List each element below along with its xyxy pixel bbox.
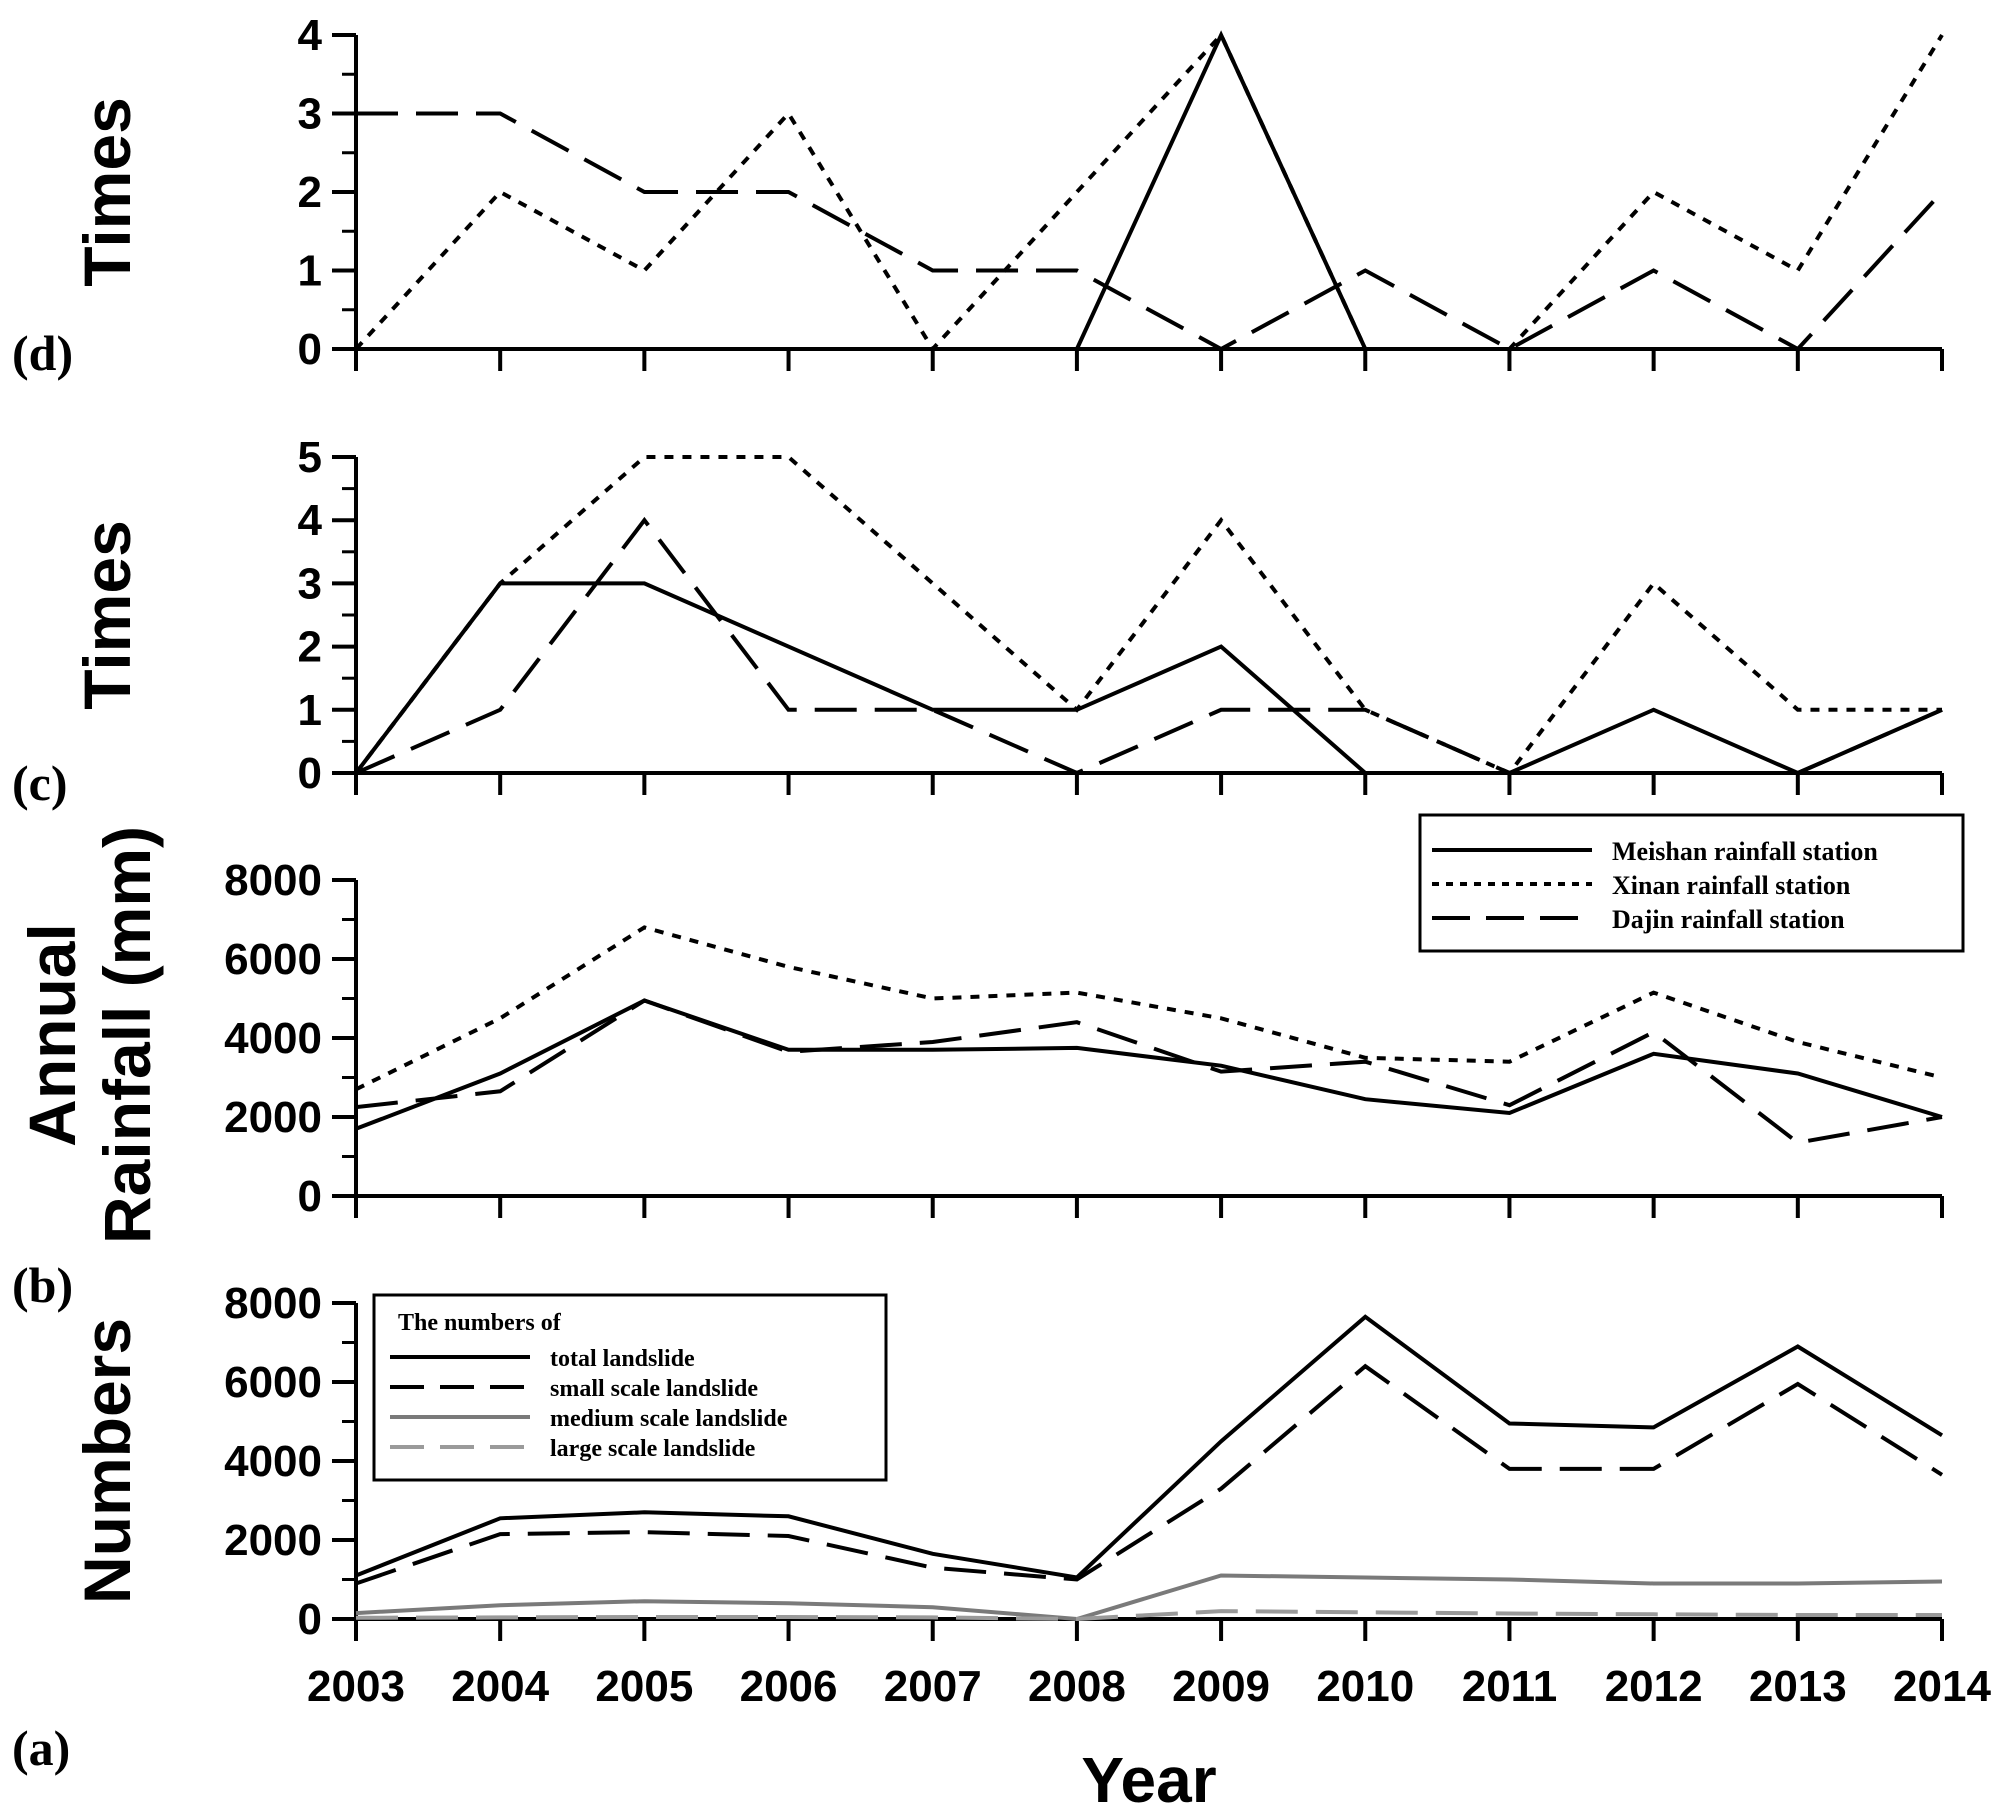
x-tick-label: 2013 — [1749, 1662, 1847, 1711]
legend-entry: Dajin rainfall station — [1612, 905, 1845, 934]
y-axis-title-line2: Rainfall (mm) — [90, 826, 164, 1244]
series-line — [355, 998, 1943, 1145]
y-tick-label: 5 — [298, 433, 322, 482]
x-tick-label: 2006 — [740, 1662, 838, 1711]
y-tick-label: 8000 — [224, 856, 322, 905]
y-tick-label: 4 — [298, 11, 323, 60]
x-tick-label: 2005 — [595, 1662, 693, 1711]
series-line — [355, 516, 1943, 776]
x-tick-label: 2003 — [307, 1662, 405, 1711]
legend-entry: Xinan rainfall station — [1612, 871, 1851, 900]
y-tick-label: 2000 — [224, 1093, 322, 1142]
legend-entry: medium scale landslide — [550, 1406, 788, 1432]
y-tick-label: 1 — [298, 247, 322, 296]
series-line — [355, 1363, 1944, 1586]
y-tick-label: 0 — [298, 749, 322, 798]
y-tick-label: 4000 — [224, 1014, 322, 1063]
x-tick-label: 2012 — [1605, 1662, 1703, 1711]
series-line — [355, 1609, 1942, 1622]
series-line — [355, 1314, 1944, 1580]
series-line — [354, 455, 1942, 776]
series-line — [356, 30, 1942, 351]
x-tick-label: 2011 — [1462, 1662, 1557, 1711]
y-axis-title: Numbers — [70, 1318, 144, 1604]
series-line — [354, 31, 1944, 353]
y-tick-label: 2 — [298, 168, 322, 217]
chart-panel: 0 1 2 3 4 (d) Times — [12, 11, 1944, 381]
legend-entry: small scale landslide — [550, 1376, 758, 1402]
series-line — [356, 111, 1944, 352]
chart-panel: 0 1 2 3 4 5 (c)Times — [12, 433, 1944, 811]
series-line — [355, 1573, 1943, 1622]
series-line — [355, 998, 1943, 1131]
x-axis-title: Year — [1081, 1744, 1216, 1813]
y-tick-label: 6000 — [224, 935, 322, 984]
y-tick-label: 0 — [298, 325, 322, 374]
legend-entry: large scale landslide — [550, 1436, 756, 1462]
legend-entry: Meishan rainfall station — [1612, 837, 1878, 866]
x-tick-label: 2008 — [1028, 1662, 1126, 1711]
y-axis-title: Times — [70, 520, 144, 710]
legend: Meishan rainfall station Xinan rainfall s… — [1418, 813, 1965, 953]
y-tick-label: 2000 — [224, 1516, 322, 1565]
chart-panel: 0 2000 4000 6000 8000 (b) Annual Rainfall (mm) M… — [12, 813, 1965, 1313]
y-axis-title: Times — [70, 97, 144, 287]
y-tick-label: 4 — [298, 496, 323, 545]
y-tick-label: 4000 — [224, 1437, 322, 1486]
y-tick-label: 1 — [298, 686, 322, 735]
y-tick-label: 3 — [298, 90, 322, 139]
x-tick-label: 2014 — [1893, 1662, 1991, 1711]
legend-frame — [1418, 813, 1965, 953]
series-line — [354, 581, 1943, 776]
y-axis-title-line1: Annual — [15, 923, 89, 1147]
y-tick-label: 0 — [298, 1595, 322, 1644]
x-tick-label: 2009 — [1172, 1662, 1270, 1711]
panel-label: (b) — [12, 1257, 73, 1313]
panel-label: (a) — [12, 1720, 70, 1776]
panel-label: (d) — [12, 325, 73, 381]
y-tick-label: 8000 — [224, 1279, 322, 1328]
panel-label: (c) — [12, 755, 68, 811]
chart-panel: 0 2000 4000 6000 8000 2003 2004 2005 2006 2007 200… — [12, 1279, 1991, 1813]
y-tick-label: 3 — [298, 559, 322, 608]
legend: The numbers of total landslide small scale… — [372, 1293, 888, 1482]
legend-title: The numbers of — [398, 1310, 562, 1336]
y-tick-label: 6000 — [224, 1358, 322, 1407]
legend-entry: total landslide — [550, 1346, 695, 1372]
x-tick-label: 2007 — [884, 1662, 982, 1711]
y-tick-label: 0 — [298, 1172, 322, 1221]
x-tick-label: 2010 — [1316, 1662, 1414, 1711]
y-tick-label: 2 — [298, 623, 322, 672]
x-tick-label: 2004 — [451, 1662, 549, 1711]
